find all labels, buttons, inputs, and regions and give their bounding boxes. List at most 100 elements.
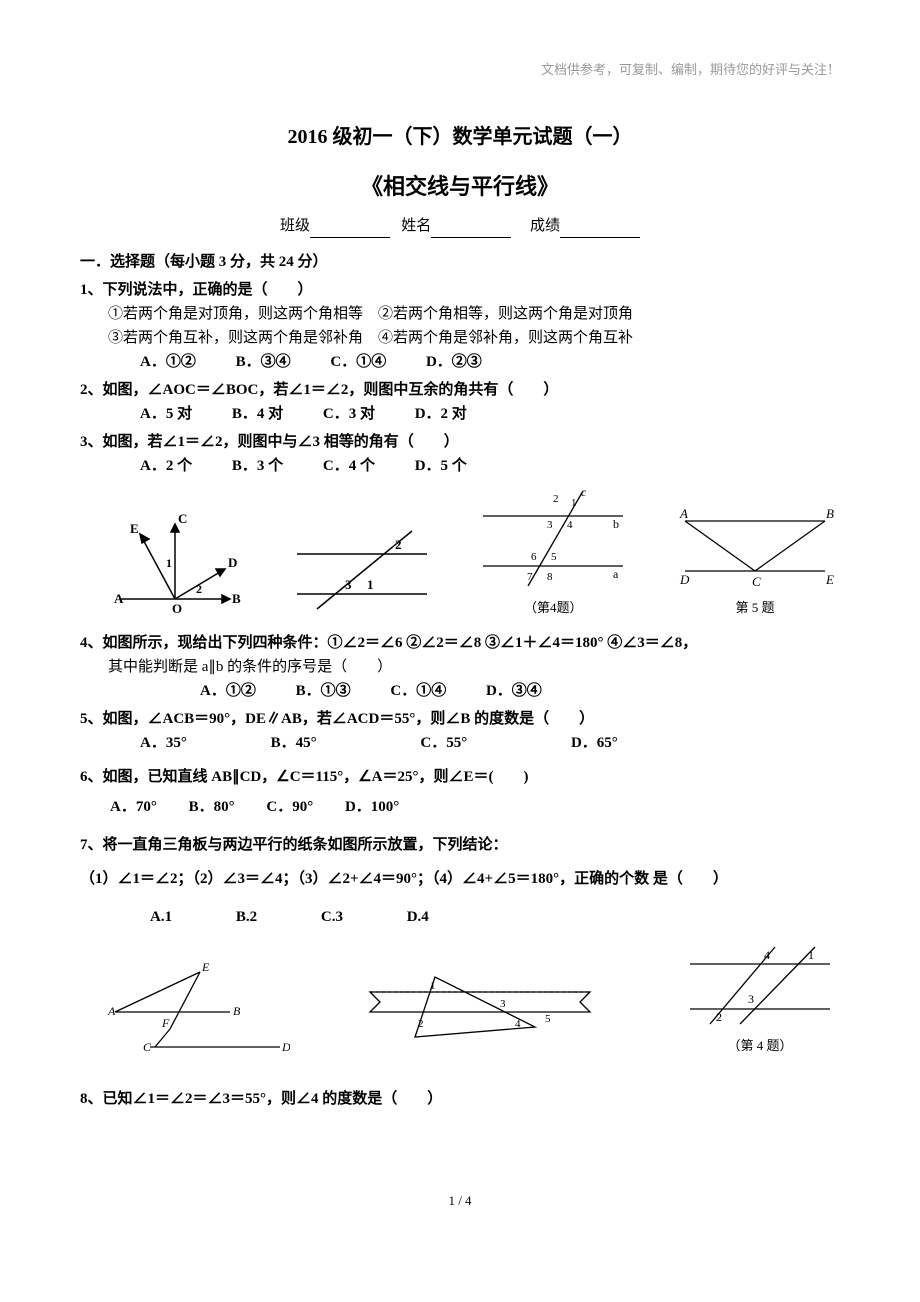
svg-text:C: C: [752, 574, 761, 589]
q2-opt-c: C．3 对: [323, 402, 375, 426]
question-7: 7、将一直角三角板与两边平行的纸条如图所示放置，下列结论： （1）∠1＝∠2；（…: [80, 833, 840, 929]
q2-opt-b: B．4 对: [232, 402, 283, 426]
q1-c3: ③若两个角互补，则这两个角是邻补角: [108, 330, 363, 346]
q8-stem: 8、已知∠1＝∠2＝∠3＝55°，则∠4 的度数是（ ）: [80, 1087, 840, 1111]
q4-opt-b: B．①③: [296, 679, 351, 703]
svg-text:1: 1: [571, 497, 577, 509]
q3-stem: 3、如图，若∠1＝∠2，则图中与∠3 相等的角有（ ）: [80, 430, 840, 454]
class-blank: [310, 237, 390, 238]
q3-opt-b: B．3 个: [232, 454, 283, 478]
page-title-1: 2016 级初一（下）数学单元试题（一）: [80, 121, 840, 153]
svg-text:E: E: [130, 521, 139, 536]
score-label: 成绩: [530, 218, 560, 234]
svg-text:A: A: [114, 591, 124, 606]
q1-opt-c: C．①④: [330, 350, 386, 374]
q4-opt-a: A．①②: [200, 679, 256, 703]
q1-c2: ②若两个角相等，则这两个角是对顶角: [378, 306, 633, 322]
q7-opt-c: C.3: [321, 905, 343, 929]
svg-text:E: E: [825, 572, 834, 587]
page-title-2: 《相交线与平行线》: [80, 169, 840, 204]
svg-text:O: O: [172, 601, 182, 616]
q1-c4: ④若两个角是邻补角，则这两个角互补: [378, 330, 633, 346]
svg-text:4: 4: [567, 519, 573, 531]
question-4: 4、如图所示，现给出下列四种条件：①∠2＝∠6 ②∠2＝∠8 ③∠1＋∠4＝18…: [80, 631, 840, 703]
svg-text:c: c: [581, 486, 587, 499]
svg-text:1: 1: [166, 556, 172, 570]
q7-opt-a: A.1: [150, 905, 172, 929]
q4-opt-d: D．③④: [486, 679, 542, 703]
q3-opt-d: D．5 个: [415, 454, 467, 478]
fig7c-caption: （第 4 题）: [680, 1036, 840, 1057]
svg-text:1: 1: [430, 980, 436, 992]
info-line: 班级 姓名 成绩: [80, 214, 840, 238]
header-note: 文档供参考，可复制、编制，期待您的好评与关注！: [80, 60, 840, 81]
figure-q7: 1 2 3 4 5: [360, 967, 610, 1057]
figure-q5: A B D C E 第 5 题: [670, 506, 840, 619]
q3-opt-c: C．4 个: [323, 454, 375, 478]
svg-text:3: 3: [748, 992, 754, 1006]
section-heading: 一．选择题（每小题 3 分，共 24 分）: [80, 250, 840, 274]
svg-text:3: 3: [547, 519, 553, 531]
fig4-caption: （第4题）: [473, 598, 633, 619]
q5-opt-c: C．55°: [420, 731, 467, 755]
q1-opt-b: B．③④: [236, 350, 291, 374]
name-blank: [431, 237, 511, 238]
svg-text:b: b: [613, 517, 619, 531]
q5-opt-b: B．45°: [271, 731, 317, 755]
question-1: 1、下列说法中，正确的是（ ） ①若两个角是对顶角，则这两个角相等 ②若两个角相…: [80, 278, 840, 374]
q5-stem: 5、如图，∠ACB＝90°，DE∥AB，若∠ACD＝55°，则∠B 的度数是（ …: [80, 707, 840, 731]
figure-q3: 2 3 1: [287, 519, 437, 619]
figure-q2: A B C E D O 1 2: [100, 509, 250, 619]
svg-text:2: 2: [418, 1018, 424, 1030]
svg-text:A: A: [107, 1004, 116, 1018]
figure-q4: 2 1 3 4 6 5 7 8 b a c （第4题）: [473, 486, 633, 619]
q4-stem-b: 其中能判断是 a∥b 的条件的序号是（ ）: [80, 655, 840, 679]
q7-opt-b: B.2: [236, 905, 257, 929]
svg-text:B: B: [232, 591, 241, 606]
svg-text:4: 4: [764, 948, 770, 962]
q6-opt-d: D．100°: [345, 795, 399, 819]
svg-text:D: D: [281, 1040, 290, 1054]
svg-text:2: 2: [716, 1010, 722, 1024]
question-8: 8、已知∠1＝∠2＝∠3＝55°，则∠4 的度数是（ ）: [80, 1087, 840, 1111]
question-6: 6、如图，已知直线 AB∥CD，∠C＝115°，∠A＝25°，则∠E＝( ) A…: [80, 765, 840, 819]
question-3: 3、如图，若∠1＝∠2，则图中与∠3 相等的角有（ ） A．2 个 B．3 个 …: [80, 430, 840, 478]
figures-row-2: A B C D E F 1 2 3 4 5: [100, 939, 840, 1057]
score-blank: [560, 237, 640, 238]
svg-text:3: 3: [500, 998, 506, 1010]
svg-text:1: 1: [367, 577, 374, 592]
svg-text:2: 2: [196, 582, 202, 596]
svg-text:a: a: [613, 567, 619, 581]
svg-text:2: 2: [395, 537, 402, 552]
class-label: 班级: [280, 218, 310, 234]
q1-stem: 1、下列说法中，正确的是（ ）: [80, 278, 840, 302]
q7-stem: 7、将一直角三角板与两边平行的纸条如图所示放置，下列结论：: [80, 833, 840, 857]
q6-opt-b: B．80°: [189, 795, 235, 819]
q2-opt-a: A．5 对: [140, 402, 192, 426]
page-footer: 1 / 4: [80, 1191, 840, 1212]
q4-stem-a: 4、如图所示，现给出下列四种条件：①∠2＝∠6 ②∠2＝∠8 ③∠1＋∠4＝18…: [80, 631, 840, 655]
svg-text:D: D: [679, 572, 690, 587]
svg-text:6: 6: [531, 551, 537, 563]
svg-text:A: A: [679, 506, 688, 521]
svg-text:7: 7: [527, 571, 533, 583]
fig5-caption: 第 5 题: [670, 598, 840, 619]
q1-opt-a: A．①②: [140, 350, 196, 374]
q5-opt-a: A．35°: [140, 731, 187, 755]
svg-text:F: F: [161, 1016, 170, 1030]
name-label: 姓名: [401, 218, 431, 234]
figures-row-1: A B C E D O 1 2 2 3 1: [100, 486, 840, 619]
q6-opt-a: A．70°: [110, 795, 157, 819]
q7-stem2: （1）∠1＝∠2；（2）∠3＝∠4；（3）∠2+∠4＝90°；（4）∠4+∠5＝…: [80, 867, 840, 891]
q5-opt-d: D．65°: [571, 731, 618, 755]
q7-opt-d: D.4: [407, 905, 429, 929]
figure-q8: 4 1 3 2 （第 4 题）: [680, 939, 840, 1057]
question-2: 2、如图，∠AOC＝∠BOC，若∠1＝∠2，则图中互余的角共有（ ） A．5 对…: [80, 378, 840, 426]
svg-text:2: 2: [553, 493, 559, 505]
svg-text:B: B: [233, 1004, 241, 1018]
svg-text:3: 3: [345, 577, 352, 592]
q2-opt-d: D．2 对: [415, 402, 467, 426]
svg-text:C: C: [143, 1040, 152, 1054]
svg-text:5: 5: [545, 1013, 551, 1025]
q4-opt-c: C．①④: [390, 679, 446, 703]
